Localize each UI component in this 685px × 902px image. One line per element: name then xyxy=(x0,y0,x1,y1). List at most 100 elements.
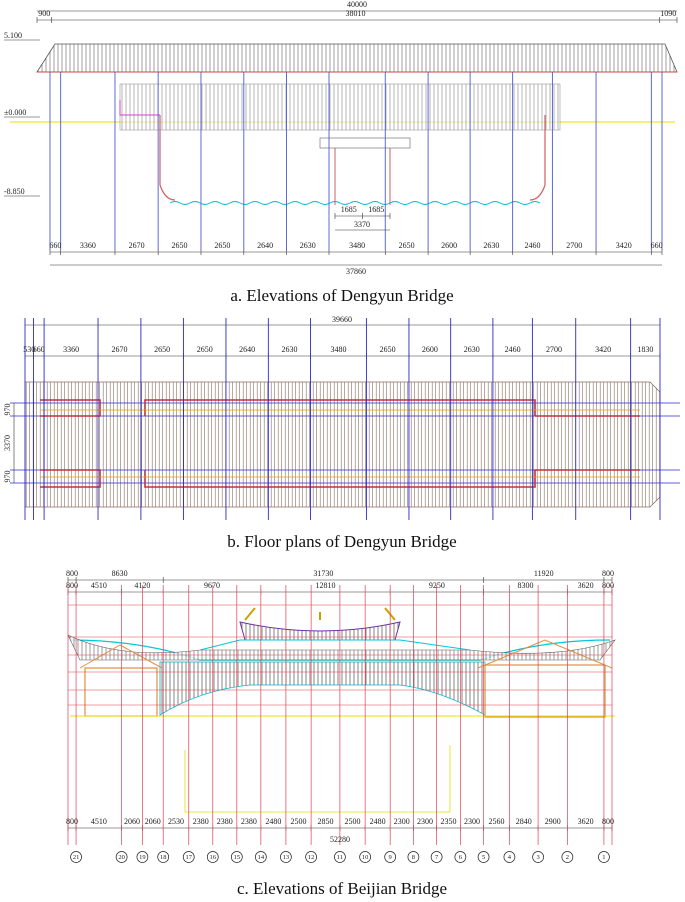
axis-label: 4 xyxy=(508,854,512,861)
axis-marker xyxy=(115,851,128,863)
dimension-label: 970 xyxy=(3,404,12,416)
dimension-label: 8300 xyxy=(517,581,533,590)
dimension-label: 970 xyxy=(3,471,12,483)
caption: c. Elevations of Beijian Bridge xyxy=(237,879,447,898)
axis-label: 2 xyxy=(566,854,569,861)
dimension-label: 5.100 xyxy=(4,31,22,40)
dimension-label: 9670 xyxy=(204,581,220,590)
dimension-label: 8630 xyxy=(112,569,128,578)
dimension-label: 2700 xyxy=(566,241,582,250)
dimension-label: 2630 xyxy=(464,345,480,354)
axis-marker xyxy=(407,851,420,863)
axis-label: 12 xyxy=(308,854,315,861)
dimension-label: 2380 xyxy=(241,817,257,826)
dimension-label: 2650 xyxy=(172,241,188,250)
axis-marker xyxy=(359,851,371,863)
axis-label: 17 xyxy=(186,854,193,861)
dimension-label: 2650 xyxy=(399,241,415,250)
dimension-label: 38010 xyxy=(345,9,365,18)
axis-label: 6 xyxy=(459,854,463,861)
dimension-label: 2850 xyxy=(318,817,334,826)
caption: b. Floor plans of Dengyun Bridge xyxy=(227,532,456,551)
dimension-label: 1685 xyxy=(341,205,357,214)
axis-marker xyxy=(598,851,610,863)
axis-marker xyxy=(230,851,243,863)
dimension-label: 2460 xyxy=(505,345,521,354)
dimension-label: 2350 xyxy=(440,817,456,826)
axis-label: 7 xyxy=(435,854,439,861)
axis-label: 16 xyxy=(210,854,217,861)
dimension-label: 2560 xyxy=(488,817,504,826)
axis-marker xyxy=(334,851,346,863)
axis-marker xyxy=(280,851,292,863)
dimension-label: 800 xyxy=(602,817,614,826)
dimension-label: 2670 xyxy=(129,241,145,250)
axis-marker xyxy=(532,851,544,863)
beijian-elevation xyxy=(67,607,616,813)
dimension-label: 40000 xyxy=(347,0,367,9)
dimension-label: 52280 xyxy=(330,835,350,844)
dimension-label: 1830 xyxy=(637,345,653,354)
axis-label: 8 xyxy=(412,854,415,861)
dimension-label: 2600 xyxy=(422,345,438,354)
dimension-label: 2650 xyxy=(214,241,230,250)
dimension-label: 39660 xyxy=(332,315,352,324)
dimension-label: 800 xyxy=(66,581,78,590)
axis-marker xyxy=(384,851,397,863)
dimension-label: 3420 xyxy=(595,345,611,354)
dimension-label: 2300 xyxy=(464,817,480,826)
axis-label: 5 xyxy=(482,854,485,861)
dimension-label: 11920 xyxy=(534,569,554,578)
dengyun-plan xyxy=(10,381,680,508)
dimension-label: 2500 xyxy=(291,817,307,826)
axis-marker xyxy=(430,851,443,863)
dimension-label: 800 xyxy=(602,569,614,578)
dimension-label: 3620 xyxy=(578,817,594,826)
axis-marker xyxy=(206,851,219,863)
dimension-label: 2380 xyxy=(193,817,209,826)
dimension-label: 2530 xyxy=(168,817,184,826)
caption: a. Elevations of Dengyun Bridge xyxy=(230,286,453,305)
dimension-label: 800 xyxy=(602,581,614,590)
dimension-label: 2480 xyxy=(370,817,386,826)
dimension-label: 2670 xyxy=(111,345,127,354)
dimension-label: 2630 xyxy=(483,241,499,250)
dimension-label: 530 xyxy=(23,345,35,354)
axis-label: 21 xyxy=(73,854,80,861)
dimension-label: 4510 xyxy=(91,581,107,590)
axis-marker xyxy=(454,851,467,863)
axis-label: 14 xyxy=(258,854,265,861)
dimension-label: 2640 xyxy=(239,345,255,354)
dimension-label: 12810 xyxy=(316,581,336,590)
axis-label: 1 xyxy=(602,854,605,861)
dimension-label: 800 xyxy=(66,817,78,826)
axis-label: 19 xyxy=(139,854,146,861)
axis-label: 13 xyxy=(283,854,290,861)
dimension-label: 660 xyxy=(651,241,663,250)
dimension-label: 2840 xyxy=(516,817,532,826)
dimension-label: 2650 xyxy=(197,345,213,354)
dimension-label: 2300 xyxy=(417,817,433,826)
dimension-label: 900 xyxy=(38,9,50,18)
dengyun-elevation xyxy=(10,43,678,205)
dimension-label: 660 xyxy=(33,345,45,354)
dimension-label: 2060 xyxy=(124,817,140,826)
axis-label: 9 xyxy=(389,854,392,861)
dimension-label: 3360 xyxy=(80,241,96,250)
axis-marker xyxy=(70,851,82,863)
dimension-label: 37860 xyxy=(346,267,366,276)
axis-marker xyxy=(503,851,516,863)
axis-marker xyxy=(182,851,195,863)
dimension-label: 2460 xyxy=(525,241,541,250)
dimension-label: 2500 xyxy=(345,817,361,826)
dimension-label: 2630 xyxy=(281,345,297,354)
axis-marker xyxy=(477,851,490,863)
axis-label: 3 xyxy=(536,854,539,861)
axis-label: 15 xyxy=(234,854,241,861)
dimension-label: 2480 xyxy=(265,817,281,826)
dimension-label: 3360 xyxy=(63,345,79,354)
dimension-label: 2600 xyxy=(441,241,457,250)
dimension-label: 800 xyxy=(66,569,78,578)
dimension-label: 660 xyxy=(49,241,61,250)
